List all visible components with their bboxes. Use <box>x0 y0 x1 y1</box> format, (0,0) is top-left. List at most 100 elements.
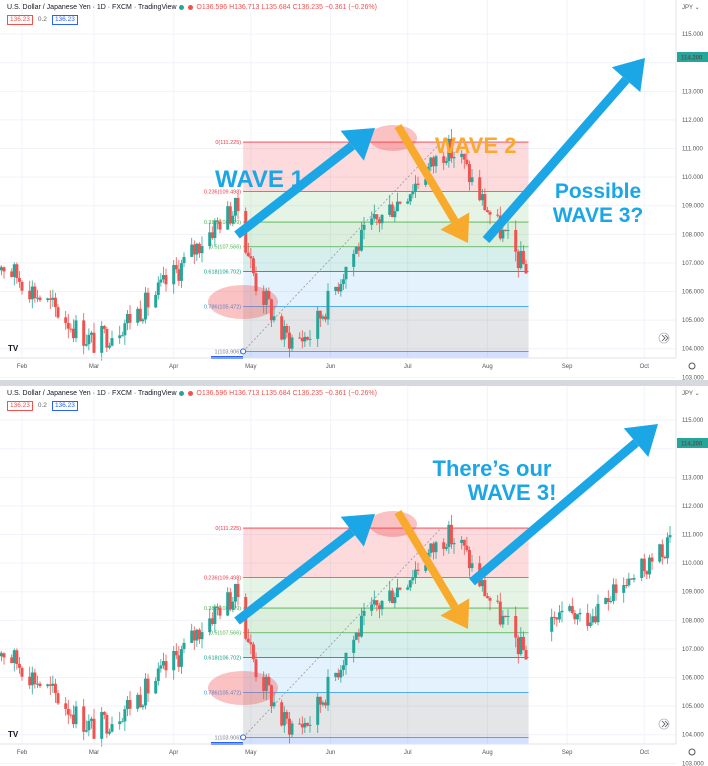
bid-badge[interactable]: 136.23 <box>7 15 33 25</box>
candle-body <box>308 338 312 340</box>
candle-body <box>71 714 75 725</box>
low-highlight-ellipse <box>208 285 278 319</box>
candle-body <box>377 605 381 610</box>
ohlc-readout: O136.596 H136.713 L135.684 C136.235 −0.3… <box>196 390 377 397</box>
candle-body <box>0 267 3 271</box>
candle-body <box>663 556 667 559</box>
time-tick-label: Oct <box>640 750 650 756</box>
gear-icon[interactable] <box>688 748 696 756</box>
candle-body <box>254 659 258 678</box>
candle-body <box>300 338 304 342</box>
candle-body <box>555 617 559 620</box>
panel-separator <box>0 380 708 386</box>
candle-body <box>35 297 39 299</box>
fib-level-label: 1(103.906) <box>215 349 242 355</box>
candle-body <box>352 253 356 267</box>
candle-body <box>107 345 111 348</box>
gear-icon[interactable] <box>688 362 696 370</box>
candle-body <box>182 642 186 650</box>
candle-body <box>506 230 510 232</box>
candle-body <box>192 630 196 641</box>
candle-body <box>246 252 250 257</box>
candle-body <box>323 316 327 320</box>
candle-body <box>460 153 464 157</box>
last-price-label: 114.200 <box>681 442 703 448</box>
candle-body <box>197 243 201 254</box>
candle-body <box>408 580 412 588</box>
candle-body <box>120 721 124 723</box>
candle-body <box>64 703 68 709</box>
price-tick-label: 105.000 <box>682 318 704 324</box>
fib-zone <box>243 222 529 247</box>
candle-body <box>519 250 523 269</box>
spread-label: 0.2 <box>37 16 47 23</box>
candle-body <box>51 297 55 300</box>
time-tick-label: Mar <box>89 364 99 370</box>
candle-body <box>650 557 654 562</box>
symbol-label: U.S. Dollar / Japanese Yen · 1D · FXCM ·… <box>7 4 177 11</box>
price-tick-label: 106.000 <box>682 290 704 296</box>
candle-body <box>105 714 109 734</box>
price-tick-label: 104.000 <box>682 733 704 739</box>
candle-body <box>632 577 636 580</box>
ask-badge[interactable]: 136.23 <box>51 401 78 411</box>
candle-body <box>452 542 456 545</box>
candle-body <box>269 299 273 321</box>
price-tick-label: 108.000 <box>682 618 704 624</box>
fib-level-label: 0.5(107.566) <box>210 245 241 251</box>
fib-trend-line <box>242 527 442 738</box>
quote-badges: 136.23 0.2 136.23 <box>7 401 81 411</box>
time-tick-label: Jul <box>404 750 412 756</box>
candle-body <box>69 328 73 330</box>
candle-body <box>629 578 633 580</box>
tradingview-logo: TV <box>8 730 19 739</box>
candle-body <box>442 156 446 163</box>
candle-body <box>48 298 52 300</box>
price-tick-label: 115.000 <box>682 32 704 38</box>
fib-zone <box>243 271 529 307</box>
candle-body <box>408 194 412 202</box>
candle-body <box>501 229 505 239</box>
time-tick-label: May <box>245 364 256 370</box>
scroll-to-realtime-button[interactable] <box>658 332 670 344</box>
candle-body <box>452 156 456 159</box>
fib-level-label: 0.236(109.498) <box>204 189 241 195</box>
candle-body <box>354 246 358 254</box>
scroll-to-realtime-button[interactable] <box>658 718 670 730</box>
candle-body <box>226 206 230 230</box>
candle-body <box>609 601 613 603</box>
candle-body <box>388 204 392 215</box>
price-tick-label: 108.000 <box>682 232 704 238</box>
candle-body <box>388 590 392 601</box>
candle-body <box>264 677 268 691</box>
candle-body <box>136 308 140 323</box>
candle-body <box>179 649 183 667</box>
candle-body <box>470 563 474 569</box>
candle-body <box>627 578 631 586</box>
wave1-arrow-head <box>340 514 375 547</box>
bid-badge[interactable]: 136.23 <box>7 401 33 411</box>
fib-level-label: 0.382(108.429) <box>204 606 241 612</box>
candle-body <box>395 587 399 598</box>
candle-body <box>341 279 345 284</box>
candle-body <box>460 539 464 543</box>
candle-body <box>606 598 610 602</box>
candle-body <box>398 587 402 590</box>
candle-body <box>38 683 42 687</box>
candle-body <box>282 712 286 726</box>
fib-level-label: 0.786(105.472) <box>204 305 241 311</box>
candle-body <box>372 214 376 219</box>
ask-badge[interactable]: 136.23 <box>51 15 78 25</box>
price-tick-label: 115.000 <box>682 418 704 424</box>
candle-body <box>218 607 222 616</box>
candle-body <box>380 214 384 224</box>
candle-body <box>0 653 3 657</box>
candle-body <box>334 286 338 291</box>
candle-body <box>642 558 646 572</box>
fib-level-label: 0(111.225) <box>215 526 241 532</box>
candle-body <box>496 600 500 602</box>
candle-body <box>105 328 109 348</box>
chart-panel-bottom: 0(111.225) 0.236(109.498) 0.382(108.429) 0.… <box>0 386 708 766</box>
ohlc-readout: O136.596 H136.713 L135.684 C136.235 −0.3… <box>196 4 377 11</box>
candle-body <box>336 286 340 292</box>
